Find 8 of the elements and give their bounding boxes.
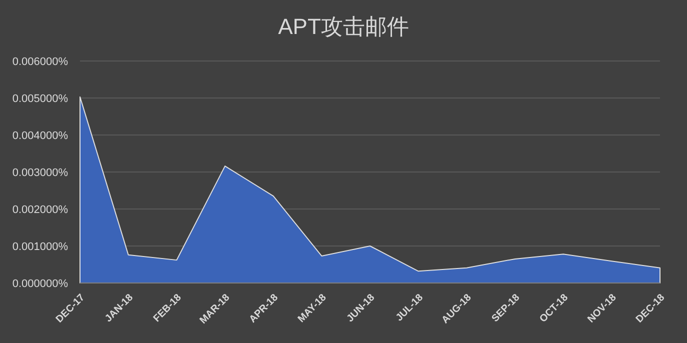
y-tick-label: 0.001000% xyxy=(12,241,68,253)
y-tick-label: 0.002000% xyxy=(12,204,68,216)
y-tick-label: 0.004000% xyxy=(12,130,68,142)
y-tick-label: 0.005000% xyxy=(12,93,68,105)
y-tick-label: 0.000000% xyxy=(12,278,68,290)
y-tick-label: 0.006000% xyxy=(12,56,68,68)
y-tick-label: 0.003000% xyxy=(12,167,68,179)
chart-title: APT攻击邮件 xyxy=(278,14,409,39)
